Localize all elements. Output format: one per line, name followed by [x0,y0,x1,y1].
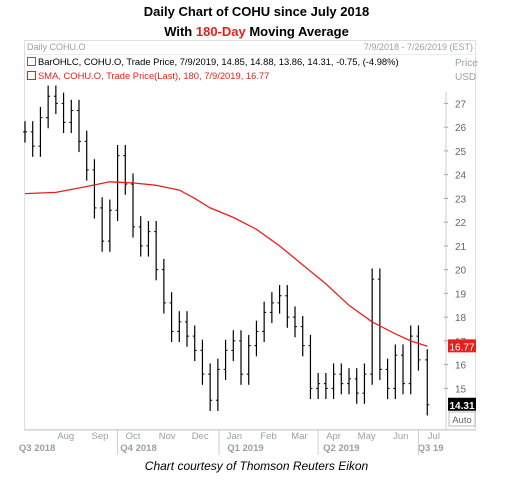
legend-bar-ohlc: BarOHLC, COHU.O, Trade Price, 7/9/2019, … [27,56,399,67]
panel-date-range: 7/9/2018 - 7/26/2019 (EST) [363,42,473,52]
x-month-label-jul: Jul [428,431,440,442]
x-month-label-apr: Apr [326,431,341,442]
x-quarter-label-4: Q2 2019 [323,443,359,454]
axis-price-label: Price [455,58,478,69]
panel-header: Daily COHU.O 7/9/2018 - 7/26/2019 (EST) [25,41,477,53]
price-value-label: 14.31 [449,401,474,412]
x-month-label-sep: Sep [91,431,108,442]
chart-subtitle: With 180-Day Moving Average [0,24,513,39]
chart-title: Daily Chart of COHU since July 2018 [143,4,370,19]
axis-currency-label: USD [455,72,476,83]
auto-button-label: Auto [452,415,472,426]
bar-swatch-icon [27,57,36,66]
x-month-label-dec: Dec [192,431,209,442]
subtitle-highlight: 180-Day [195,24,246,39]
header-divider [25,54,477,55]
y-tick-label-23: 23 [455,194,467,205]
sma-swatch-icon [27,71,36,80]
y-tick-label-25: 25 [455,147,467,158]
x-month-label-may: May [358,431,376,442]
legend-bar-text: BarOHLC, COHU.O, Trade Price, 7/9/2019, … [38,56,399,67]
y-tick-label-21: 21 [455,242,467,253]
x-quarter-label-5: Q3 19 [418,443,444,454]
subtitle-suffix: Moving Average [245,24,349,39]
chart-panel: Daily COHU.O 7/9/2018 - 7/26/2019 (EST) … [24,40,477,430]
x-month-label-oct: Oct [126,431,141,442]
x-month-label-mar: Mar [291,431,307,442]
x-quarter-label-1: Q3 2018 [19,443,55,454]
auto-button [448,411,476,427]
panel-label: Daily COHU.O [27,42,86,52]
x-month-label-jun: Jun [393,431,408,442]
sma-value-tag [448,339,476,353]
y-tick-label-22: 22 [455,218,467,229]
y-tick-label-26: 26 [455,123,467,134]
x-month-label-nov: Nov [159,431,176,442]
x-month-label-aug: Aug [57,431,74,442]
subtitle-prefix: With [164,24,196,39]
y-tick-label-16: 16 [455,361,467,372]
chart-credit: Chart courtesy of Thomson Reuters Eikon [144,459,369,473]
x-month-label-feb: Feb [260,431,276,442]
x-quarter-label-2: Q4 2018 [120,443,156,454]
sma-value-label: 16.77 [449,342,474,353]
y-tick-label-19: 19 [455,289,467,300]
price-value-tag [448,397,476,411]
y-tick-label-18: 18 [455,313,467,324]
x-quarter-label-3: Q1 2019 [227,443,263,454]
x-month-label-jan: Jan [227,431,242,442]
y-tick-label-20: 20 [455,266,467,277]
legend-sma: SMA, COHU.O, Trade Price(Last), 180, 7/9… [27,70,269,81]
y-tick-label-24: 24 [455,171,467,182]
y-tick-label-27: 27 [455,99,467,110]
legend-sma-text: SMA, COHU.O, Trade Price(Last), 180, 7/9… [38,70,270,81]
sma-line [24,181,428,347]
y-tick-label-15: 15 [455,384,467,395]
